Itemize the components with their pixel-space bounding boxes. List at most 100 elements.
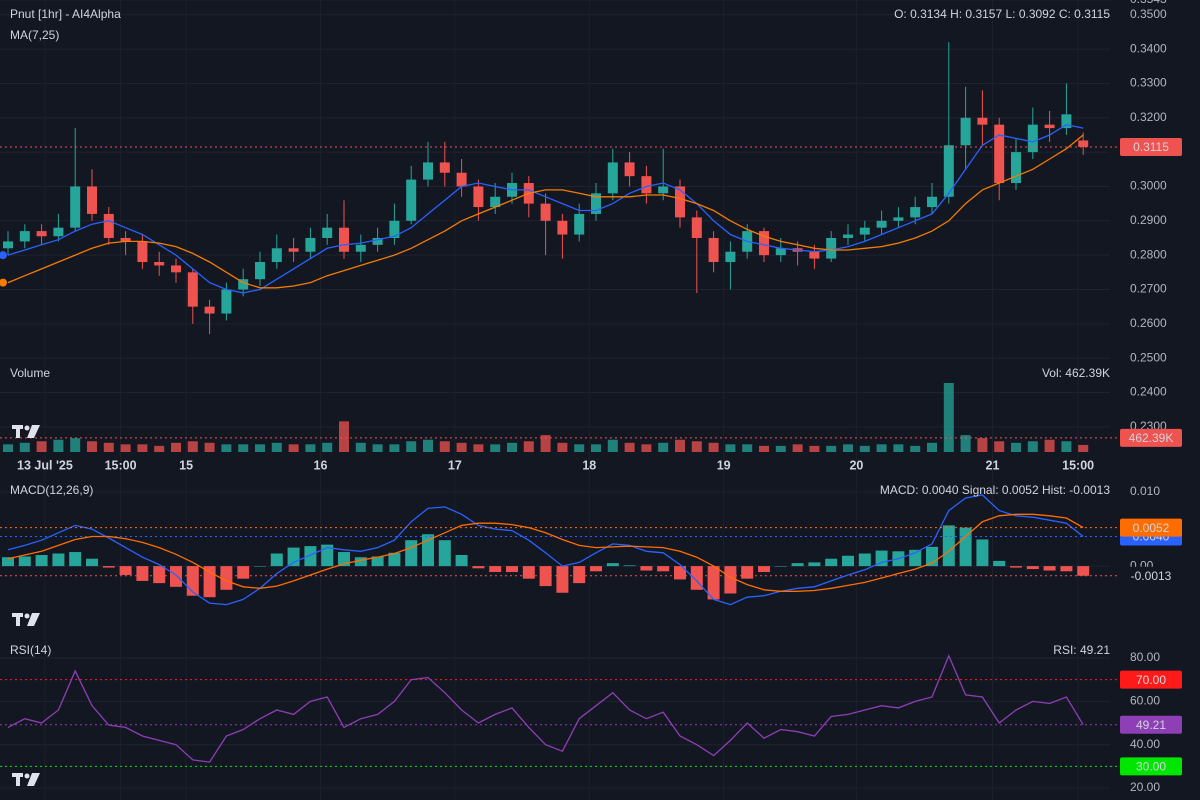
volume-bar: [339, 421, 349, 452]
value-tag: [1120, 670, 1182, 689]
value-tag-label: 70.00: [1136, 673, 1166, 687]
histogram-bar: [455, 555, 468, 567]
candle-body: [960, 117, 971, 146]
candle-body: [675, 186, 685, 218]
tv-logo: [12, 773, 40, 786]
value-tag: [1120, 518, 1182, 537]
histogram-bar: [2, 557, 14, 567]
value-tag-label: 462.39K: [1129, 431, 1174, 445]
candle-body: [3, 241, 13, 249]
volume-bar: [171, 442, 181, 452]
volume-bar: [288, 444, 299, 452]
candle-body: [238, 279, 249, 290]
logo-part: [24, 425, 30, 431]
candle-body: [994, 124, 1005, 184]
volume-bar: [490, 444, 501, 452]
histogram-bar: [573, 566, 586, 584]
histogram-bar: [170, 566, 182, 587]
volume-bar: [238, 444, 249, 452]
y-tick-label: 0.010: [1130, 484, 1160, 498]
volume-bar: [843, 444, 853, 452]
volume-bar: [809, 445, 820, 452]
y-tick-label: 40.00: [1130, 737, 1160, 751]
volume-bar: [927, 442, 937, 452]
candle-body: [288, 248, 299, 252]
pane-title: Pnut [1hr] - AI4Alpha: [10, 7, 121, 21]
y-tick-label: 60.00: [1130, 694, 1160, 708]
logo-part: [27, 773, 40, 786]
volume-bar: [607, 439, 618, 452]
x-tick-label: 15: [179, 458, 193, 472]
value-tag-label: 0.3115: [1133, 140, 1169, 154]
volume-bar: [1078, 444, 1089, 452]
candle-body: [759, 231, 769, 256]
candle-body: [607, 162, 618, 194]
logo-part: [27, 613, 40, 626]
series-start-dot: [0, 278, 7, 287]
histogram-bar: [791, 563, 804, 567]
volume-bar: [540, 435, 551, 452]
marks: [0, 42, 1120, 767]
volume-bar: [456, 442, 467, 452]
pane-subtitle: MA(7,25): [10, 28, 59, 42]
candle-body: [406, 179, 417, 221]
y-tick-label: 0.2500: [1130, 350, 1167, 364]
volume-bar: [87, 441, 97, 452]
histogram-bar: [1010, 566, 1022, 568]
value-tag-label: 49.21: [1136, 718, 1166, 732]
histogram-bar: [203, 566, 216, 598]
histogram-bar: [1077, 566, 1090, 576]
value-tag-label: -0.0013: [1131, 569, 1172, 583]
histogram-bar: [640, 566, 653, 571]
histogram-bar: [758, 566, 770, 573]
candle-body: [859, 227, 870, 235]
volume-bar: [893, 444, 904, 452]
histogram-bar: [270, 553, 283, 567]
volume-bar: [641, 444, 652, 452]
x-tick-label: 13 Jul '25: [17, 458, 73, 472]
volume-bar: [775, 445, 786, 452]
candle-body: [221, 289, 232, 314]
candle-body: [1044, 124, 1055, 129]
volume-bar: [876, 444, 887, 452]
candle-body: [70, 186, 81, 228]
candle-body: [641, 176, 652, 194]
histogram-bar: [657, 566, 670, 572]
candle-body: [1061, 114, 1072, 129]
volume-bar: [574, 444, 585, 452]
candle-body: [171, 265, 181, 273]
candle-body: [355, 244, 366, 252]
volume-bar: [53, 439, 64, 452]
histogram-bar: [438, 540, 451, 567]
volume-bar: [389, 444, 400, 452]
histogram-bar: [102, 566, 115, 568]
pane-readout: O: 0.3134 H: 0.3157 L: 0.3092 C: 0.3115: [894, 7, 1110, 21]
candle-body: [423, 162, 433, 180]
volume-bar: [943, 383, 954, 452]
candle-body: [893, 217, 904, 221]
histogram-bar: [52, 553, 65, 567]
volume-bar: [305, 444, 316, 452]
volume-bar: [70, 438, 81, 452]
tv-logo: [12, 425, 40, 438]
histogram-bar: [808, 562, 821, 567]
logo-part: [24, 773, 30, 779]
volume-bar: [691, 441, 702, 452]
logo-part: [24, 613, 30, 619]
histogram-bar: [489, 566, 502, 573]
candle-body: [271, 248, 282, 263]
histogram-bar: [842, 555, 854, 567]
volume-bar: [507, 442, 517, 452]
candle-body: [120, 237, 131, 242]
candle-body: [977, 117, 988, 125]
candle-body: [103, 213, 114, 238]
x-tick-label: 17: [448, 458, 462, 472]
y-tick-label: 0.2800: [1130, 247, 1167, 261]
histogram-bar: [119, 566, 132, 575]
x-tick-label: 15:00: [1062, 458, 1094, 472]
histogram-bar: [741, 566, 754, 579]
histogram-bar: [254, 566, 266, 567]
y-tick-label: 0.3400: [1130, 41, 1167, 55]
